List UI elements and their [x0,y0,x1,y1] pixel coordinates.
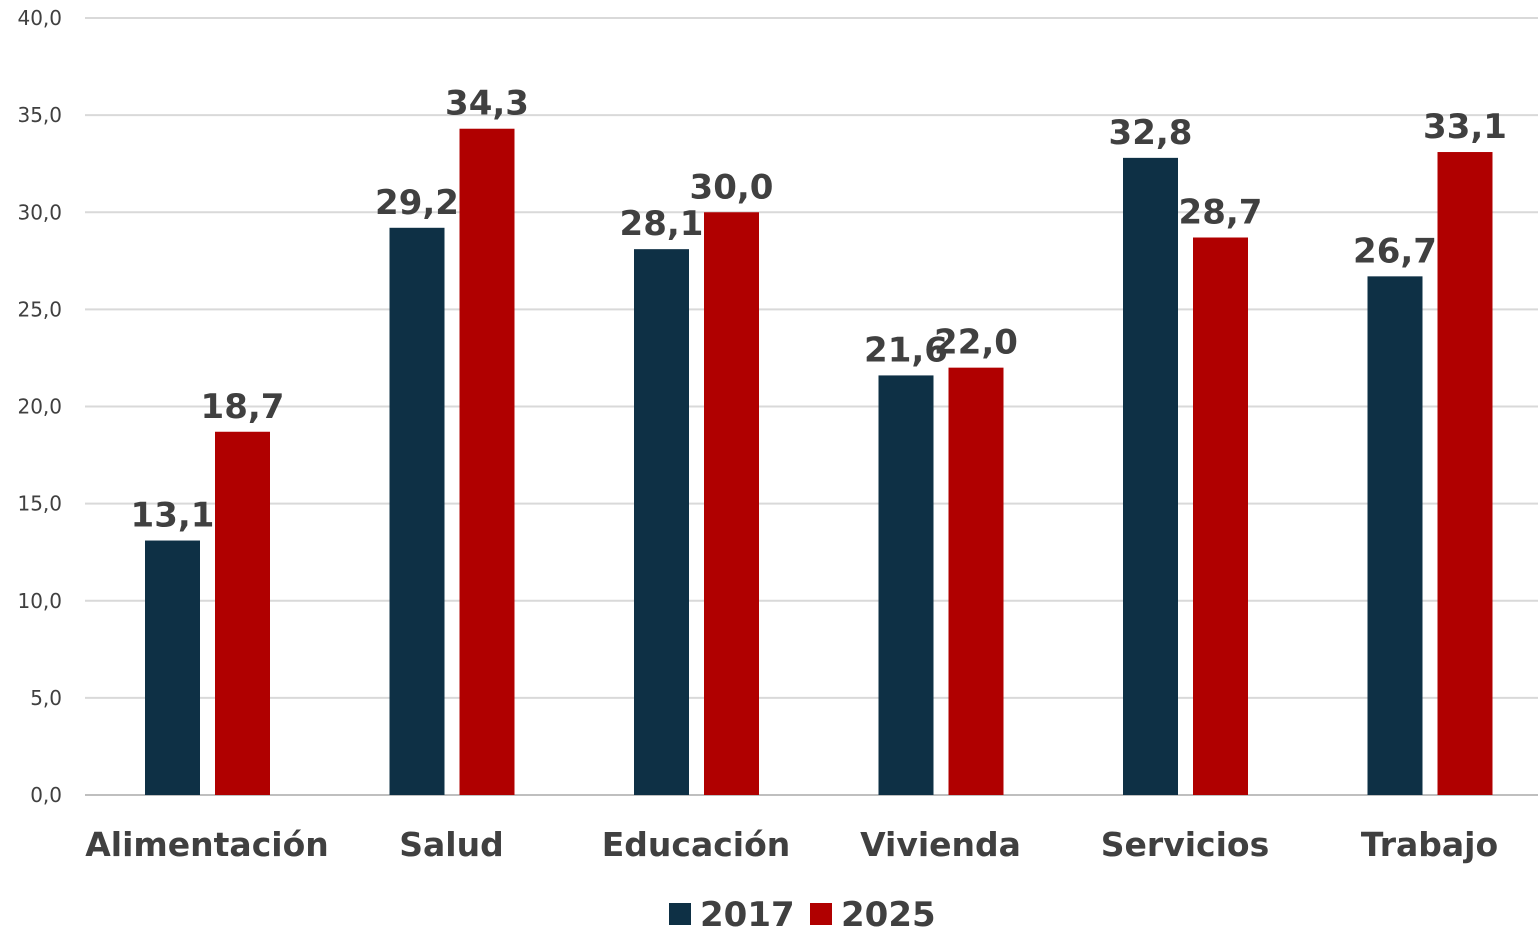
data-label: 28,1 [620,204,704,244]
y-tick-label: 25,0 [17,297,62,321]
bar-2017-5 [1367,276,1423,795]
legend-label: 2025 [841,895,936,929]
data-label: 30,0 [690,167,774,207]
x-tick-label: Servicios [1101,825,1269,864]
data-label: 34,3 [445,84,529,124]
bar-2017-1 [389,227,445,796]
bar-2017-2 [634,249,689,796]
legend-swatch [810,903,832,925]
data-label: 29,2 [375,183,459,223]
data-label: 22,0 [934,323,1018,363]
legend-label: 2017 [700,895,795,929]
x-tick-label: Vivienda [860,825,1021,864]
bar-2025-2 [704,212,759,795]
y-tick-label: 5,0 [30,686,62,710]
bar-2017-0 [145,540,200,795]
data-label: 33,1 [1423,107,1507,147]
bar-2025-3 [948,367,1004,795]
legend-item-2025: 2025 [810,895,936,929]
y-tick-label: 20,0 [17,395,62,419]
data-labels: 13,1 29,2 28,1 21,6 32,8 26,7 18,7 34,3 30,0 22,0… [131,84,1507,536]
y-tick-label: 0,0 [30,783,62,807]
bar-2017-4 [1123,157,1178,796]
bar-2025-1 [459,128,515,795]
legend-item-2017: 2017 [669,895,795,929]
data-label: 26,7 [1353,231,1437,271]
bar-2025-4 [1193,237,1248,795]
x-tick-label: Alimentación [85,825,329,864]
y-tick-label: 35,0 [17,103,62,127]
y-tick-label: 10,0 [17,589,62,613]
y-tick-label: 30,0 [17,200,62,224]
x-tick-label: Educación [602,825,791,864]
data-label: 32,8 [1109,113,1193,153]
legend: 2017 2025 [669,895,936,929]
bar-2017-3 [878,375,934,795]
x-tick-label: Salud [399,825,503,864]
x-tick-label: Trabajo [1361,825,1498,864]
gridlines [85,17,1538,796]
data-label: 18,7 [201,387,285,427]
legend-swatch [669,903,691,925]
bars [145,128,1493,796]
data-label: 13,1 [131,496,215,536]
x-axis-ticks: Alimentación Salud Educación Vivienda Servic… [85,825,1498,864]
y-tick-label: 15,0 [17,492,62,516]
data-label: 28,7 [1179,193,1263,233]
data-label: 21,6 [864,330,948,370]
y-tick-label: 40,0 [17,6,62,30]
bar-2025-0 [215,431,270,795]
bar-2025-5 [1437,152,1493,796]
y-axis-ticks: 0,0 5,0 10,0 15,0 20,0 25,0 30,0 35,0 40,0 [17,6,62,807]
